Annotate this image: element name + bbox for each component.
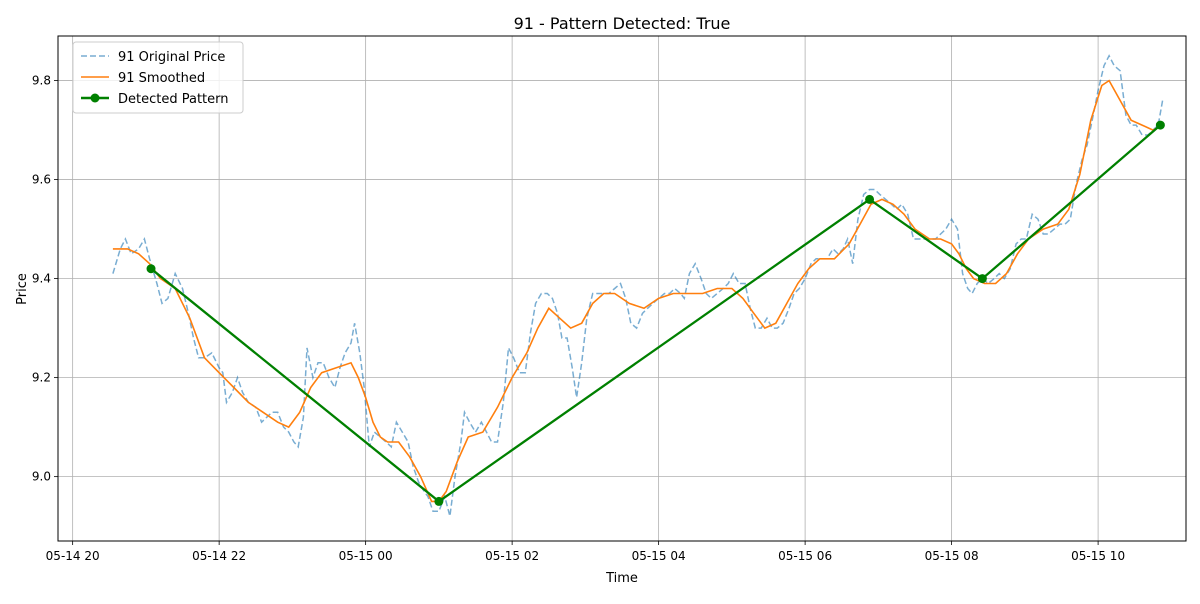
legend-label-smoothed: 91 Smoothed: [118, 71, 205, 86]
pattern-point: [146, 264, 156, 274]
y-tick-label: 9.4: [32, 272, 51, 286]
grid: [58, 36, 1186, 541]
y-tick-label: 9.0: [32, 470, 51, 484]
x-tick-label: 05-14 22: [192, 549, 246, 563]
y-axis-label: Price: [15, 273, 30, 305]
pattern-point: [865, 194, 875, 204]
series-smoothed-line: [112, 79, 1163, 503]
x-tick-label: 05-15 04: [632, 549, 686, 563]
x-tick-label: 05-15 00: [339, 549, 393, 563]
pattern-point: [977, 274, 987, 284]
x-tick-label: 05-15 08: [925, 549, 979, 563]
y-tick-label: 9.6: [32, 173, 51, 187]
x-axis-label: Time: [605, 571, 638, 586]
legend-box: [72, 41, 244, 114]
pattern-point: [1155, 120, 1165, 130]
x-tick-label: 05-14 20: [46, 549, 100, 563]
legend: 91 Original Price 91 Smoothed Detected P…: [72, 41, 244, 114]
plot-frame: [57, 35, 1187, 542]
legend-label-pattern: Detected Pattern: [118, 92, 229, 107]
y-tick-label: 9.2: [32, 371, 51, 385]
x-tick-label: 05-15 02: [485, 549, 539, 563]
x-tick-label: 05-15 10: [1071, 549, 1125, 563]
y-tick-label: 9.8: [32, 74, 51, 88]
series-original-price-line: [112, 54, 1164, 517]
pattern-point: [434, 496, 444, 506]
x-tick-label: 05-15 06: [778, 549, 832, 563]
legend-label-original: 91 Original Price: [118, 50, 225, 65]
plot-series: [112, 54, 1165, 517]
chart-title: 91 - Pattern Detected: True: [514, 14, 731, 33]
y-axis-ticks: 9.0 9.2 9.4 9.6 9.8: [32, 74, 58, 484]
x-axis-ticks: 05-14 20 05-14 22 05-15 00 05-15 02 05-15 04…: [46, 541, 1125, 563]
legend-marker-pattern: [90, 93, 100, 103]
